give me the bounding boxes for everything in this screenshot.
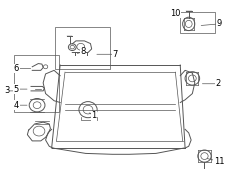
Text: 11: 11 <box>214 157 224 166</box>
Text: 2: 2 <box>215 79 221 88</box>
Text: 7: 7 <box>112 50 117 59</box>
Bar <box>180 12 215 33</box>
Text: 1: 1 <box>92 111 97 120</box>
Text: 9: 9 <box>216 19 222 28</box>
Text: 4: 4 <box>14 101 19 110</box>
Text: 6: 6 <box>14 64 19 73</box>
Bar <box>55 28 110 69</box>
Bar <box>14 55 59 112</box>
Text: 8: 8 <box>81 47 86 56</box>
Text: 10: 10 <box>170 9 181 18</box>
Text: 5: 5 <box>14 85 19 94</box>
Text: 3: 3 <box>4 86 10 95</box>
